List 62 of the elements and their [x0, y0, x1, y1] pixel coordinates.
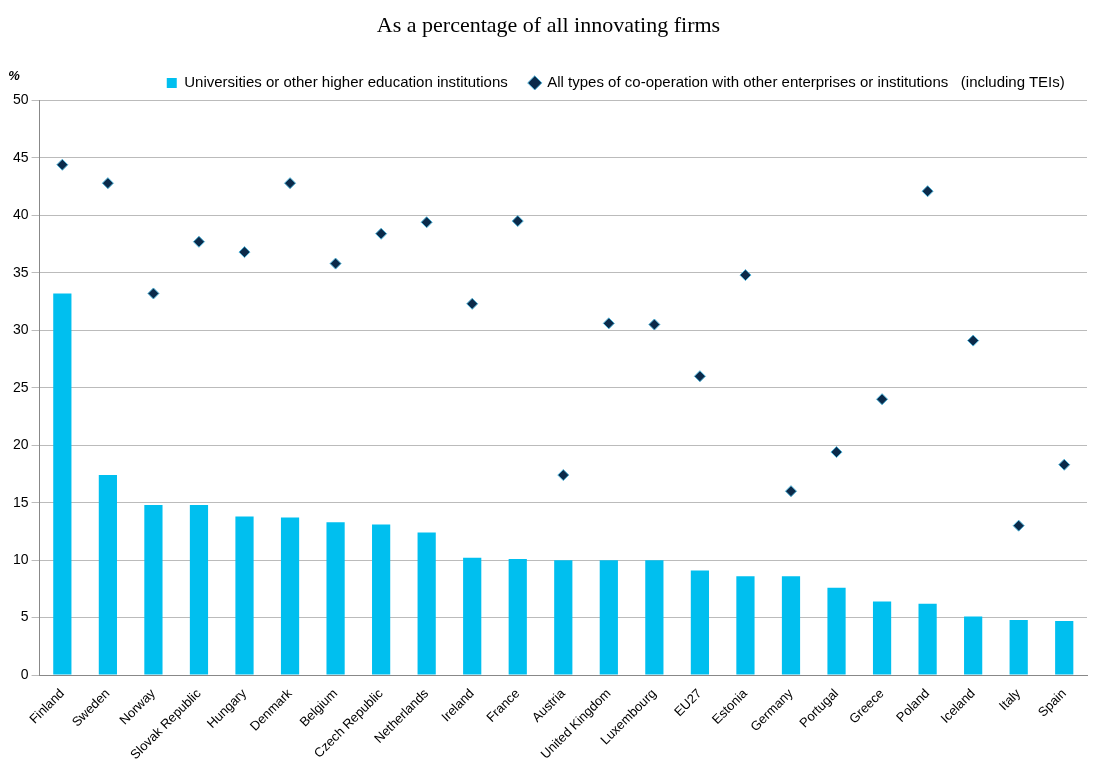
y-axis-title: %	[8, 67, 21, 83]
bar	[98, 475, 117, 675]
point	[420, 216, 433, 229]
bar	[645, 560, 664, 675]
point	[101, 177, 114, 190]
bar	[508, 558, 527, 675]
bar	[918, 603, 937, 675]
bar	[463, 557, 482, 675]
point	[56, 158, 69, 171]
point	[192, 235, 205, 248]
legend-label: Universities or other higher education institutions	[184, 73, 508, 91]
point	[602, 317, 615, 330]
point	[967, 334, 980, 347]
y-tick-label: 35	[12, 263, 29, 280]
point	[784, 485, 797, 498]
point	[557, 469, 570, 482]
chart-title: As a percentage of all innovating firms	[376, 11, 721, 37]
bar	[827, 587, 846, 675]
bar	[189, 504, 209, 675]
point	[238, 246, 251, 259]
point	[1058, 458, 1071, 471]
bar	[144, 504, 163, 675]
y-tick-label: 0	[20, 665, 29, 682]
legend-label: All types of co-operation with other enterprises or institutions (including TEIs)	[547, 73, 1065, 91]
point	[739, 269, 752, 282]
point	[876, 393, 889, 406]
bar	[964, 616, 983, 675]
bar	[1055, 621, 1074, 675]
y-tick-label: 40	[12, 206, 29, 223]
point	[284, 177, 297, 190]
bar	[872, 601, 892, 675]
bar	[781, 576, 801, 675]
y-tick-label: 5	[20, 608, 29, 625]
bar	[690, 570, 710, 675]
point	[375, 227, 388, 240]
point	[921, 185, 934, 198]
point	[329, 257, 342, 270]
bar	[280, 517, 300, 675]
bar	[326, 522, 345, 675]
point	[648, 318, 661, 331]
bar	[554, 560, 573, 675]
y-tick-label: 20	[12, 436, 29, 453]
bar	[417, 532, 436, 675]
y-tick-label: 50	[12, 91, 29, 108]
bar	[1009, 619, 1028, 675]
x-tick-label: Italy	[995, 685, 1024, 714]
bar	[372, 524, 391, 675]
point	[830, 446, 843, 459]
point	[1012, 519, 1025, 532]
point	[511, 215, 524, 228]
point	[147, 287, 160, 300]
bar	[53, 293, 72, 675]
y-tick-label: 10	[12, 550, 29, 567]
y-tick-label: 25	[12, 378, 29, 395]
bar	[736, 576, 755, 675]
bar	[235, 516, 254, 675]
y-tick-label: 45	[12, 148, 29, 165]
bar	[599, 560, 618, 675]
point	[466, 297, 479, 310]
y-tick-label: 30	[12, 321, 29, 338]
y-tick-label: 15	[12, 493, 29, 510]
point	[693, 370, 706, 383]
